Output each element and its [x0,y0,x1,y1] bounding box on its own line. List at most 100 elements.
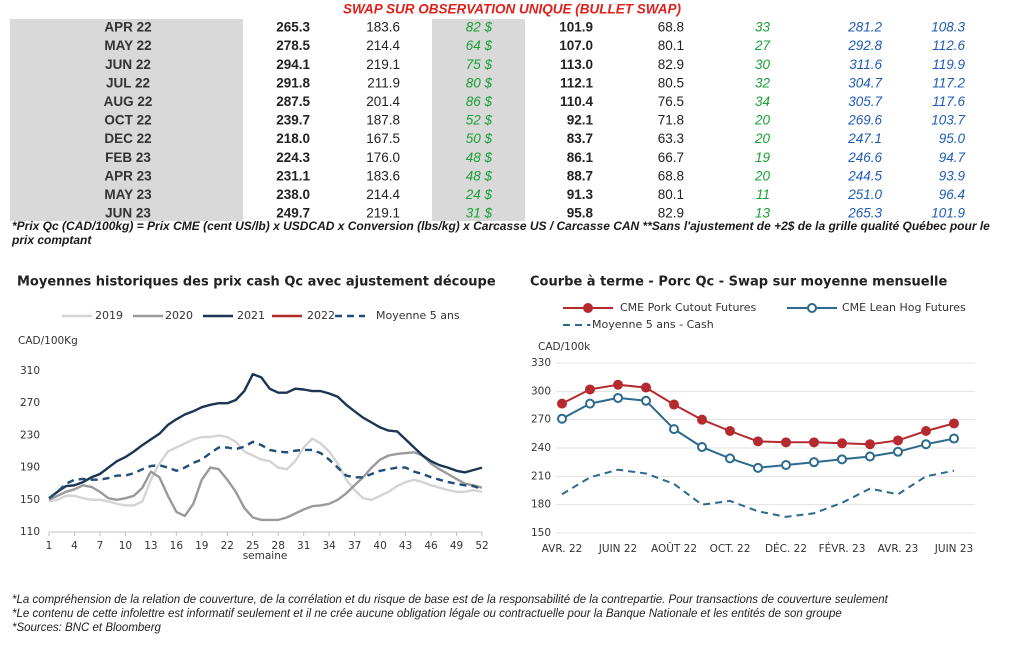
x-tick-label: DÉC. 22 [765,542,807,555]
table-cell: 304.7 [848,75,882,90]
table-cell: 265.3 [276,20,310,35]
x-tick-label: 22 [221,540,234,552]
table-cell: 83.7 [567,131,593,146]
y-tick-label: 210 [531,470,551,482]
table-cell: 176.0 [366,150,400,165]
marker [725,426,735,436]
legend-label: Moyenne 5 ans [376,309,460,322]
table-cell: 117.6 [932,94,965,109]
row-label: DEC 22 [104,131,151,146]
table-cell: 281.2 [847,20,882,35]
table-cell: 68.8 [658,20,684,35]
legend-label: 2019 [95,309,123,322]
table-cell: 95.8 [567,206,594,221]
x-axis-label: semaine [243,550,288,562]
table-cell: 201.4 [366,94,400,109]
table-cell: 269.6 [847,113,882,128]
x-tick-label: 28 [272,540,285,552]
marker [781,460,791,470]
table-cell: 187.8 [366,113,400,128]
x-tick-label: JUIN 22 [598,543,637,555]
marker [585,398,595,409]
table: APR 22 265.3 183.6 82 $ 101.9 68.8 33 281.2 108.… [104,20,966,221]
legend-marker [807,303,817,313]
marker [893,435,903,446]
footnote: *Prix Qc (CAD/100kg) = Prix CME (cent US… [12,219,990,247]
row-label: MAY 23 [104,187,152,202]
table-cell: 294.1 [276,57,310,72]
x-tick-label: 37 [348,540,361,552]
table-cell: 80.5 [658,75,684,90]
marker [753,436,763,447]
marker [837,454,847,465]
x-tick-label: 4 [71,540,78,552]
table-cell: 246.6 [847,150,882,165]
table-cell: 101.9 [559,20,593,35]
table-cell: 94.7 [939,150,966,165]
table-cell: 95.0 [939,131,966,146]
table-cell: 34 [755,94,770,109]
marker [809,437,819,448]
y-tick-label: 300 [531,385,551,397]
series-line [561,383,955,446]
table-cell: 238.0 [276,187,310,202]
legend-label: Moyenne 5 ans - Cash [592,318,714,331]
row-label: MAY 22 [104,38,151,53]
marker [921,439,931,450]
y-tick-label: 310 [20,365,40,377]
table-cell: 52 $ [466,113,493,128]
table-cell: 305.7 [848,94,882,109]
table-cell: 219.1 [366,206,400,221]
x-tick-label: 19 [195,540,208,552]
table-cell: 64 $ [466,38,493,53]
table-cell: 93.9 [939,168,966,183]
table-cell: 112.6 [932,38,965,53]
table-cell: 48 $ [466,168,493,183]
table-cell: 231.1 [276,168,310,183]
marker [697,442,707,453]
y-tick-label: 270 [531,414,551,426]
table-cell: 103.7 [931,113,965,128]
row-label: APR 23 [104,168,152,183]
x-tick-label: AVR. 22 [542,543,583,555]
y-tick-label: 270 [20,397,40,409]
table-cell: 50 $ [466,131,493,146]
table-cell: 218.0 [276,131,310,146]
y-tick-label: 110 [20,526,40,538]
table-cell: 88.7 [567,168,593,183]
table-cell: 278.5 [276,38,310,53]
table-cell: 66.7 [658,150,684,165]
row-label: JUN 23 [105,206,151,221]
table-cell: 71.8 [658,113,684,128]
table-cell: 32 [755,75,771,90]
marker [669,424,679,435]
table-cell: 91.3 [567,187,594,202]
table-title: SWAP SUR OBSERVATION UNIQUE (BULLET SWAP… [343,2,682,17]
x-tick-label: 43 [399,540,412,552]
x-tick-label: 49 [450,540,463,552]
marker [809,457,819,468]
x-tick-label: 16 [170,540,184,552]
legend-label: CME Pork Cutout Futures [620,301,756,314]
note: *Sources: BNC et Bloomberg [12,622,162,634]
x-tick-label: 34 [322,540,336,552]
x-tick-label: 13 [144,540,157,552]
legend-label: 2022 [307,309,335,322]
table-cell: 265.3 [847,206,882,221]
marker [641,395,651,406]
table-cell: 68.8 [658,168,684,183]
table-cell: 86 $ [466,94,493,109]
marker [753,462,763,473]
x-tick-label: 40 [373,540,386,552]
table-cell: 183.6 [366,20,400,35]
marker [613,392,623,403]
table-cell: 82 $ [466,20,493,35]
marker [613,379,623,390]
table-cell: 13 [755,206,771,221]
marker [725,453,735,464]
table-cell: 82.9 [658,57,684,72]
y-tick-label: 330 [531,357,551,369]
series-line [48,451,483,522]
